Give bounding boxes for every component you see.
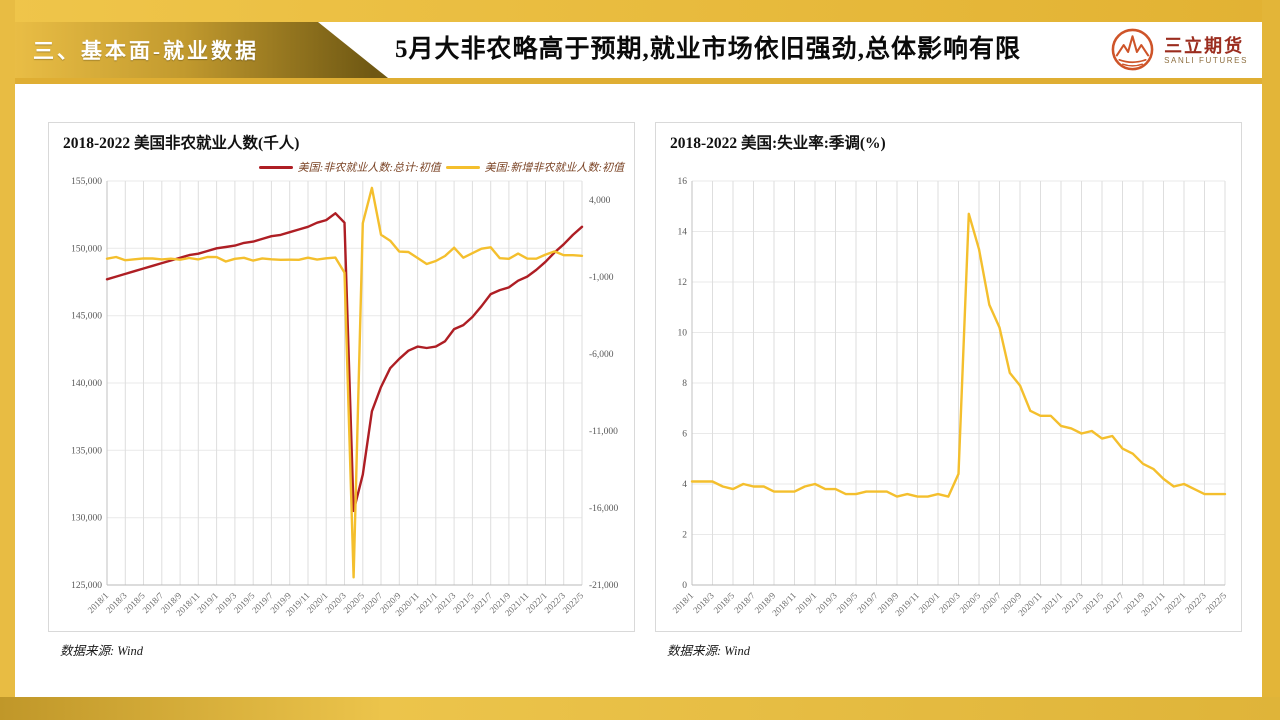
series-line-0-1 [105, 186, 584, 579]
unemployment-chart-title: 2018-2022 美国:失业率:季调(%) [670, 135, 886, 152]
svg-text:-21,000: -21,000 [589, 581, 619, 591]
svg-text:2021/3: 2021/3 [1060, 590, 1085, 615]
svg-text:135,000: 135,000 [71, 446, 102, 456]
svg-text:125,000: 125,000 [71, 581, 102, 591]
svg-text:16: 16 [678, 177, 688, 187]
svg-text:12: 12 [678, 278, 688, 288]
section-banner: 三、基本面-就业数据 [15, 22, 388, 78]
svg-text:8: 8 [682, 379, 687, 389]
svg-text:2022/3: 2022/3 [1183, 590, 1208, 615]
svg-text:-16,000: -16,000 [589, 504, 619, 514]
legend-swatch-total [258, 165, 293, 169]
right-gold-strip [1262, 0, 1280, 720]
logo-name-cn: 三立期货 [1164, 35, 1245, 56]
svg-text:140,000: 140,000 [71, 379, 102, 389]
svg-text:2022/5: 2022/5 [1204, 590, 1229, 615]
svg-text:4,000: 4,000 [589, 196, 611, 206]
nonfarm-chart-title: 2018-2022 美国非农就业人数(千人) [63, 135, 300, 152]
svg-text:2019/7: 2019/7 [855, 590, 880, 615]
svg-text:10: 10 [678, 329, 688, 339]
svg-text:2019/5: 2019/5 [835, 590, 860, 615]
svg-text:2019/3: 2019/3 [814, 590, 839, 615]
svg-text:2018/7: 2018/7 [732, 590, 757, 615]
svg-text:145,000: 145,000 [71, 312, 102, 322]
svg-text:2020/7: 2020/7 [978, 590, 1003, 615]
page-title: 5月大非农略高于预期,就业市场依旧强劲,总体影响有限 [395, 36, 1022, 63]
svg-text:2: 2 [682, 531, 687, 541]
svg-text:150,000: 150,000 [71, 244, 102, 254]
svg-text:2020/3: 2020/3 [937, 590, 962, 615]
svg-text:2021/5: 2021/5 [1081, 590, 1106, 615]
chart-svg-0: 155,000 150,000 145,000 140,000 135,000 130,0… [71, 177, 619, 618]
svg-text:2022/1: 2022/1 [1163, 590, 1188, 615]
legend-swatch-new [445, 165, 480, 169]
nonfarm-chart-plot: 155,000 150,000 145,000 140,000 135,000 130,0… [55, 177, 628, 629]
data-source-left: 数据来源: Wind [60, 644, 143, 658]
svg-text:2022/5: 2022/5 [561, 590, 586, 615]
company-logo: 三立期货 SANLI FUTURES [1109, 27, 1248, 74]
svg-text:2018/3: 2018/3 [691, 590, 716, 615]
legend-label-new: 美国:新增非农就业人数:初值 [484, 162, 624, 174]
svg-text:2019/1: 2019/1 [794, 590, 819, 615]
bottom-gold-band [0, 697, 1280, 720]
unemployment-panel: 2018-2022 美国:失业率:季调(%) 16 14 12 10 8 6 4 2 0 2018… [655, 122, 1242, 632]
svg-text:2020/1: 2020/1 [917, 590, 942, 615]
svg-text:2021/7: 2021/7 [1101, 590, 1126, 615]
top-gold-band [0, 0, 1280, 22]
section-label: 三、基本面-就业数据 [33, 39, 259, 63]
svg-text:2018/1: 2018/1 [671, 590, 696, 615]
svg-text:-1,000: -1,000 [589, 273, 614, 283]
svg-text:2018/5: 2018/5 [712, 590, 737, 615]
svg-text:155,000: 155,000 [71, 177, 102, 187]
svg-text:-11,000: -11,000 [589, 427, 618, 437]
series-line-1-0 [690, 212, 1227, 498]
sanli-mountain-icon [1111, 28, 1154, 71]
svg-text:4: 4 [682, 480, 687, 490]
legend-label-total: 美国:非农就业人数:总计:初值 [297, 162, 441, 174]
svg-text:0: 0 [682, 581, 687, 591]
svg-text:-6,000: -6,000 [589, 350, 614, 360]
data-source-right: 数据来源: Wind [667, 644, 750, 658]
logo-text: 三立期货 SANLI FUTURES [1164, 36, 1248, 66]
svg-text:6: 6 [682, 430, 687, 440]
unemployment-chart-plot: 16 14 12 10 8 6 4 2 0 2018/1 2018/3 2018/5 2018/7 201… [662, 167, 1235, 629]
svg-text:2021/1: 2021/1 [1040, 590, 1065, 615]
header-divider [15, 78, 1262, 84]
svg-text:2020/5: 2020/5 [958, 590, 983, 615]
series-line-0-0 [105, 212, 584, 513]
nonfarm-payrolls-panel: 2018-2022 美国非农就业人数(千人) 美国:非农就业人数:总计:初值 美… [48, 122, 635, 632]
svg-text:130,000: 130,000 [71, 514, 102, 524]
left-gold-strip [0, 0, 15, 720]
nonfarm-chart-legend: 美国:非农就业人数:总计:初值 美国:新增非农就业人数:初值 [258, 159, 624, 175]
logo-name-en: SANLI FUTURES [1164, 55, 1248, 65]
svg-text:14: 14 [678, 228, 688, 238]
